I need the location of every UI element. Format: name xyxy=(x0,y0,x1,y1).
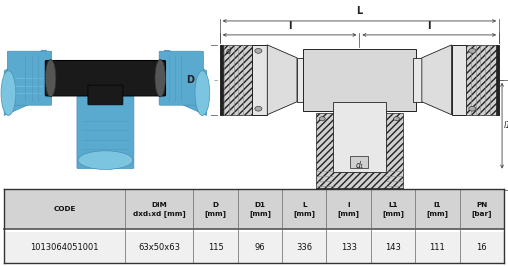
Circle shape xyxy=(469,48,476,53)
Ellipse shape xyxy=(195,71,210,115)
Circle shape xyxy=(394,117,399,121)
Text: 336: 336 xyxy=(296,243,312,252)
Text: 133: 133 xyxy=(341,243,357,252)
Circle shape xyxy=(255,48,262,53)
Text: 16: 16 xyxy=(477,243,487,252)
Text: L1
[mm]: L1 [mm] xyxy=(382,202,404,217)
Bar xyxy=(303,49,416,111)
Bar xyxy=(466,45,499,115)
Ellipse shape xyxy=(45,60,56,97)
FancyBboxPatch shape xyxy=(159,51,203,105)
Text: d: d xyxy=(226,47,231,56)
Polygon shape xyxy=(165,50,207,115)
Text: l: l xyxy=(288,21,291,31)
Circle shape xyxy=(255,106,262,111)
Bar xyxy=(4,232,504,263)
Text: 111: 111 xyxy=(429,243,445,252)
Text: PN
[bar]: PN [bar] xyxy=(471,202,492,217)
Polygon shape xyxy=(267,45,297,115)
Text: D1
[mm]: D1 [mm] xyxy=(249,202,271,217)
Text: 96: 96 xyxy=(255,243,265,252)
Bar xyxy=(333,102,386,172)
FancyBboxPatch shape xyxy=(8,51,52,105)
Bar xyxy=(496,45,499,115)
Ellipse shape xyxy=(155,60,166,97)
Bar xyxy=(220,45,223,115)
Bar xyxy=(351,156,368,168)
FancyBboxPatch shape xyxy=(77,96,134,169)
Bar xyxy=(220,45,252,115)
Bar xyxy=(297,58,306,102)
Text: 115: 115 xyxy=(208,243,224,252)
Text: 63x50x63: 63x50x63 xyxy=(138,243,180,252)
Bar xyxy=(252,45,267,115)
Text: l1
[mm]: l1 [mm] xyxy=(426,202,449,217)
Text: CODE: CODE xyxy=(53,206,76,212)
Ellipse shape xyxy=(1,71,16,115)
Text: l1: l1 xyxy=(503,121,508,130)
Polygon shape xyxy=(4,50,46,115)
Text: 1013064051001: 1013064051001 xyxy=(30,243,99,252)
Text: l: l xyxy=(428,21,431,31)
Text: d₁: d₁ xyxy=(356,161,363,170)
Bar xyxy=(306,58,413,102)
Circle shape xyxy=(320,117,325,121)
Circle shape xyxy=(469,106,476,111)
Text: l
[mm]: l [mm] xyxy=(338,202,360,217)
Text: L
[mm]: L [mm] xyxy=(293,202,315,217)
Bar xyxy=(452,45,466,115)
FancyBboxPatch shape xyxy=(45,61,166,96)
Ellipse shape xyxy=(78,151,133,169)
Text: D: D xyxy=(186,75,195,85)
Text: 143: 143 xyxy=(385,243,401,252)
Polygon shape xyxy=(422,45,452,115)
Text: D1: D1 xyxy=(353,205,366,214)
Bar xyxy=(4,189,504,229)
Bar xyxy=(413,58,422,102)
Text: L: L xyxy=(356,6,363,16)
Bar xyxy=(316,113,402,189)
FancyBboxPatch shape xyxy=(88,85,123,105)
Bar xyxy=(316,188,402,189)
Text: D
[mm]: D [mm] xyxy=(205,202,227,217)
Text: DIM
dxd₁xd [mm]: DIM dxd₁xd [mm] xyxy=(133,202,186,217)
